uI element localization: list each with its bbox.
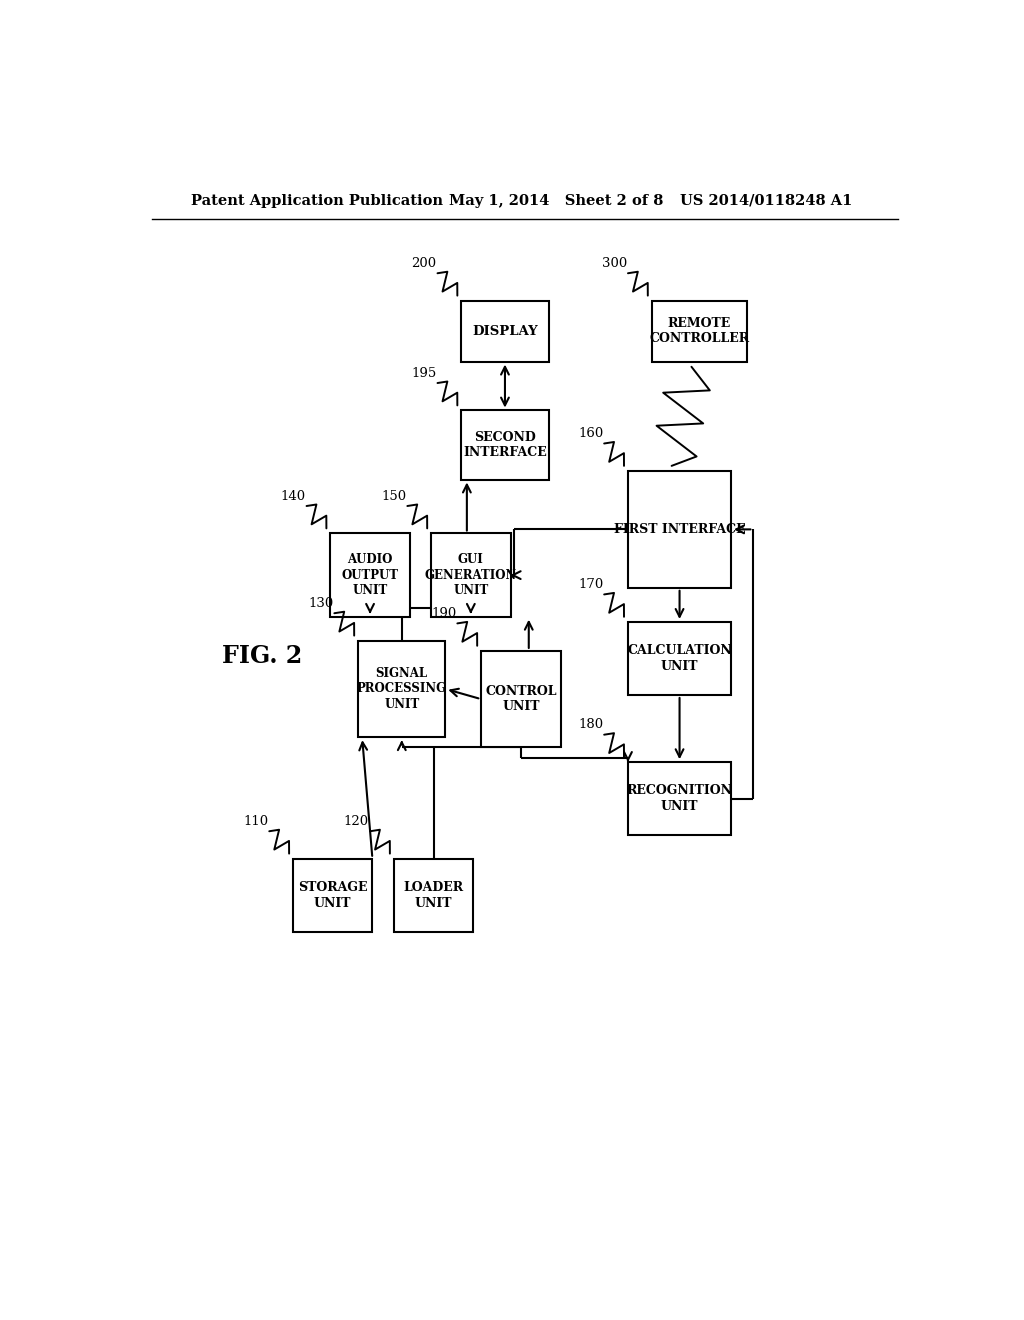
Text: CALCULATION
UNIT: CALCULATION UNIT [627, 644, 732, 673]
Bar [358, 640, 445, 738]
Text: 170: 170 [578, 578, 603, 591]
Bar [628, 762, 731, 836]
Bar [461, 301, 549, 362]
Text: RECOGNITION
UNIT: RECOGNITION UNIT [627, 784, 732, 813]
Bar [293, 859, 373, 932]
Text: May 1, 2014   Sheet 2 of 8: May 1, 2014 Sheet 2 of 8 [450, 194, 664, 207]
Text: DISPLAY: DISPLAY [472, 325, 538, 338]
Text: AUDIO
OUTPUT
UNIT: AUDIO OUTPUT UNIT [342, 553, 398, 597]
Bar [651, 301, 746, 362]
Text: Patent Application Publication: Patent Application Publication [191, 194, 443, 207]
Text: FIG. 2: FIG. 2 [221, 644, 302, 668]
Bar [481, 651, 560, 747]
Bar [331, 533, 410, 616]
Text: 120: 120 [344, 814, 369, 828]
Text: US 2014/0118248 A1: US 2014/0118248 A1 [680, 194, 852, 207]
Bar [628, 622, 731, 696]
Text: REMOTE
CONTROLLER: REMOTE CONTROLLER [649, 317, 750, 346]
Text: LOADER
UNIT: LOADER UNIT [403, 880, 464, 909]
Text: 140: 140 [281, 490, 305, 503]
Bar [394, 859, 473, 932]
Text: 195: 195 [412, 367, 436, 380]
Text: FIRST INTERFACE: FIRST INTERFACE [613, 523, 745, 536]
Text: 110: 110 [243, 814, 268, 828]
Text: 200: 200 [412, 257, 436, 271]
Bar [431, 533, 511, 616]
Text: 300: 300 [602, 257, 627, 271]
Text: 180: 180 [578, 718, 603, 731]
Text: 160: 160 [578, 428, 603, 441]
Text: SECOND
INTERFACE: SECOND INTERFACE [463, 430, 547, 459]
Text: 130: 130 [308, 597, 334, 610]
Text: STORAGE
UNIT: STORAGE UNIT [298, 880, 368, 909]
Text: GUI
GENERATION
UNIT: GUI GENERATION UNIT [425, 553, 517, 597]
Bar [461, 411, 549, 479]
Text: SIGNAL
PROCESSING
UNIT: SIGNAL PROCESSING UNIT [356, 667, 446, 711]
Bar [628, 471, 731, 587]
Text: CONTROL
UNIT: CONTROL UNIT [485, 685, 557, 713]
Text: 150: 150 [381, 490, 407, 503]
Text: 190: 190 [431, 607, 457, 620]
